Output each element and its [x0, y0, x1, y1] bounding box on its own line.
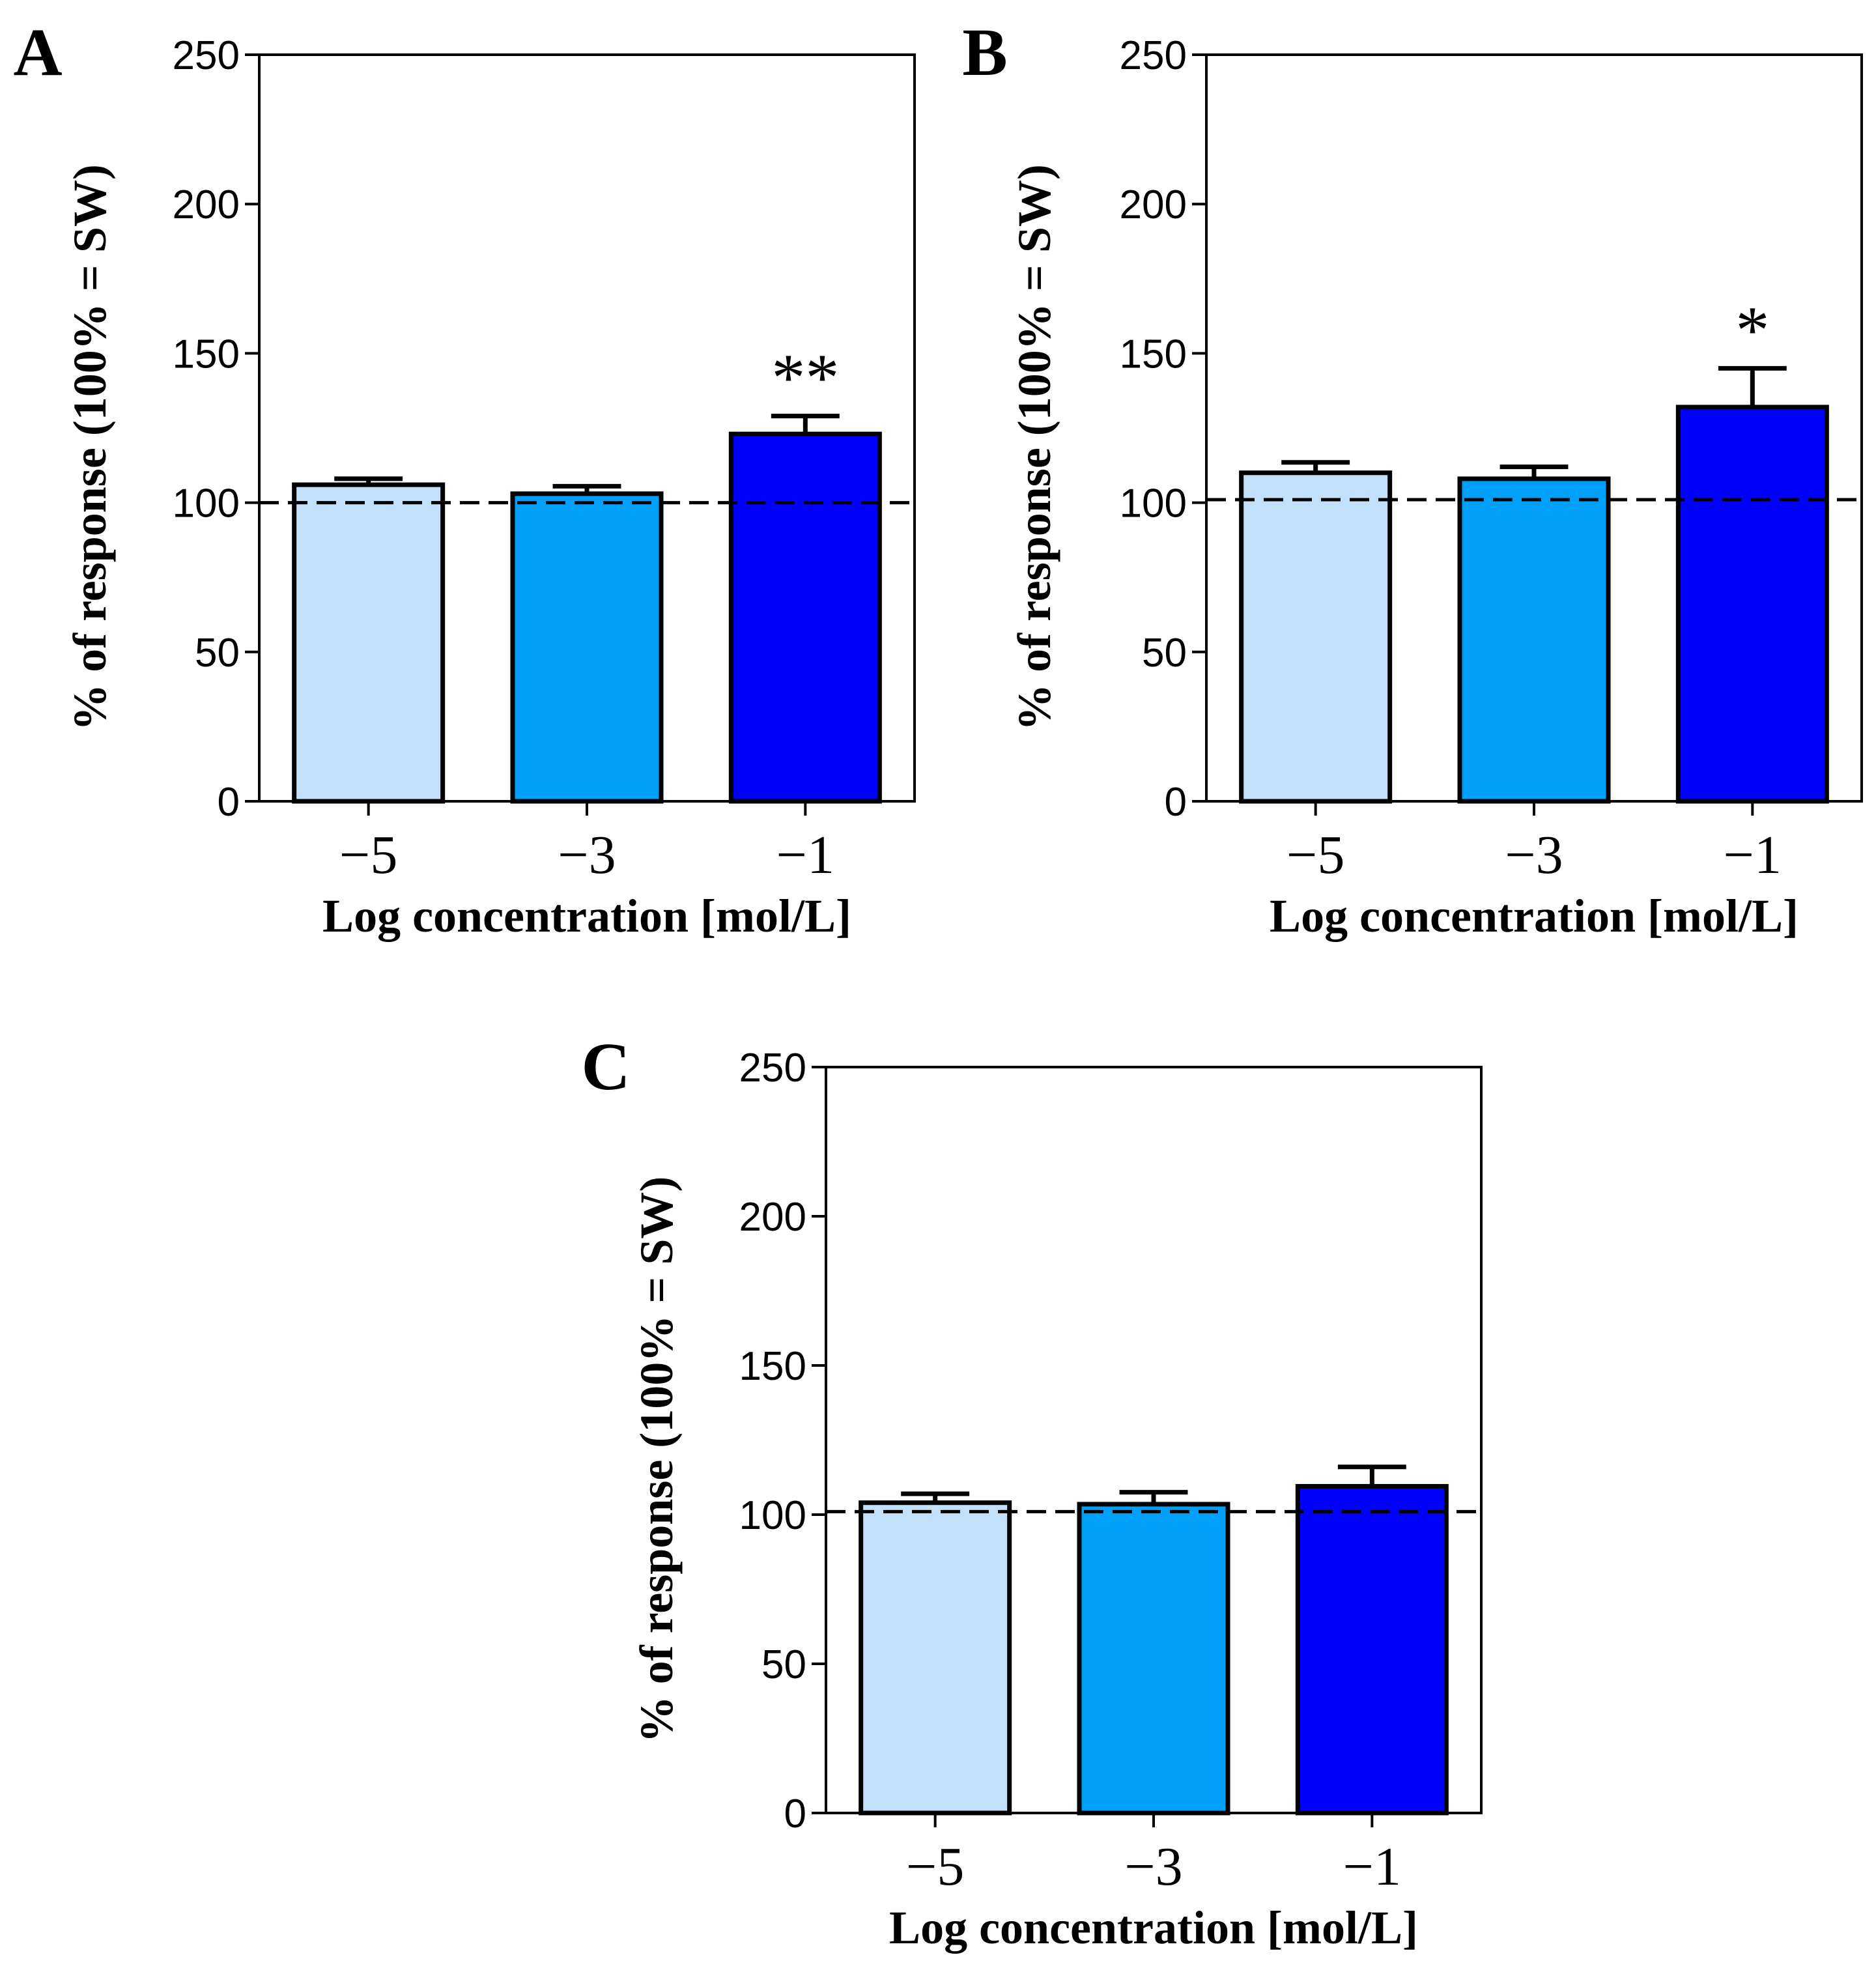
y-tick-label: 0 — [784, 1792, 806, 1836]
y-axis-title: % of response (100% = SW) — [1008, 164, 1060, 731]
x-tick-label: −3 — [1124, 1836, 1182, 1897]
y-tick-label: 100 — [739, 1493, 806, 1538]
significance-label: ** — [771, 341, 839, 416]
y-axis-title: % of response (100% = SW) — [631, 1177, 683, 1743]
panel-label: B — [962, 15, 1007, 90]
y-tick-label: 200 — [1120, 182, 1187, 227]
y-tick-label: 250 — [739, 1046, 806, 1091]
significance-label: * — [1735, 293, 1769, 367]
bar — [1675, 405, 1829, 804]
y-tick-label: 0 — [1165, 780, 1187, 825]
bar — [1239, 470, 1393, 804]
x-axis-title: Log concentration [mol/L] — [322, 890, 851, 942]
x-tick-label: −1 — [776, 825, 834, 885]
y-tick-label: 50 — [761, 1642, 806, 1687]
y-tick-label: 150 — [1120, 332, 1187, 377]
x-tick-label: −5 — [339, 825, 397, 885]
y-tick-label: 200 — [739, 1195, 806, 1240]
bar — [1295, 1483, 1449, 1816]
y-tick-label: 50 — [1142, 631, 1187, 676]
x-tick-label: −3 — [1505, 825, 1563, 885]
bar — [1077, 1502, 1230, 1816]
y-tick-label: 250 — [1120, 33, 1187, 78]
x-tick-label: −3 — [558, 825, 616, 885]
bar — [728, 431, 882, 804]
y-axis-title: % of response (100% = SW) — [64, 164, 116, 731]
y-tick-label: 250 — [173, 33, 240, 78]
bar — [510, 491, 664, 804]
x-tick-label: −1 — [1724, 825, 1782, 885]
panel-label: A — [13, 15, 62, 90]
y-tick-label: 200 — [173, 182, 240, 227]
y-tick-label: 100 — [1120, 481, 1187, 526]
y-tick-label: 100 — [173, 481, 240, 526]
x-axis-title: Log concentration [mol/L] — [1270, 890, 1798, 942]
panel-a: A −5 −3 ** −1 0 50 100 150 200 250 Log concentratio… — [13, 15, 916, 942]
x-tick-label: −5 — [1286, 825, 1344, 885]
bar — [859, 1500, 1012, 1816]
x-tick-label: −5 — [906, 1836, 964, 1897]
y-tick-label: 150 — [173, 332, 240, 377]
x-tick-label: −1 — [1343, 1836, 1401, 1897]
y-tick-label: 50 — [195, 631, 240, 676]
bar — [1457, 476, 1611, 804]
panel-b: B −5 −3 * −1 0 50 100 150 200 250 Log concentration… — [962, 15, 1863, 942]
x-axis-title: Log concentration [mol/L] — [889, 1902, 1418, 1954]
y-tick-label: 0 — [218, 780, 240, 825]
panel-label: C — [581, 1029, 630, 1104]
bar — [292, 482, 446, 804]
y-tick-label: 150 — [739, 1344, 806, 1389]
panel-c: C −5 −3 −1 0 50 100 150 200 250 Log concentration … — [581, 1029, 1483, 1954]
